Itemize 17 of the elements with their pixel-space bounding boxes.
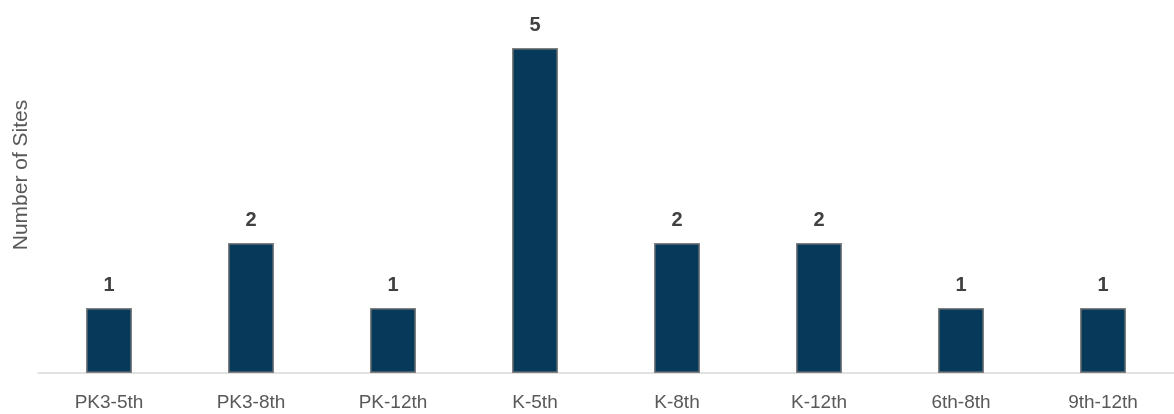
data-label: 1 bbox=[103, 273, 115, 295]
x-tick-label: PK-12th bbox=[358, 391, 428, 412]
x-tick-label: 9th-12th bbox=[1068, 391, 1138, 412]
x-tick-label: K-5th bbox=[512, 391, 558, 412]
data-label: 2 bbox=[813, 208, 825, 230]
x-tick-label: PK3-8th bbox=[216, 391, 286, 412]
data-label: 1 bbox=[387, 273, 399, 295]
data-label: 1 bbox=[955, 273, 967, 295]
data-label: 1 bbox=[1097, 273, 1109, 295]
data-label: 2 bbox=[671, 208, 683, 230]
data-label: 2 bbox=[245, 208, 257, 230]
x-tick-label: 6th-8th bbox=[931, 391, 991, 412]
data-label: 5 bbox=[529, 13, 541, 35]
x-tick-label: K-8th bbox=[654, 391, 700, 412]
y-axis-title: Number of Sites bbox=[7, 99, 31, 251]
x-tick-label: K-12th bbox=[791, 391, 847, 412]
x-tick-label: PK3-5th bbox=[74, 391, 144, 412]
